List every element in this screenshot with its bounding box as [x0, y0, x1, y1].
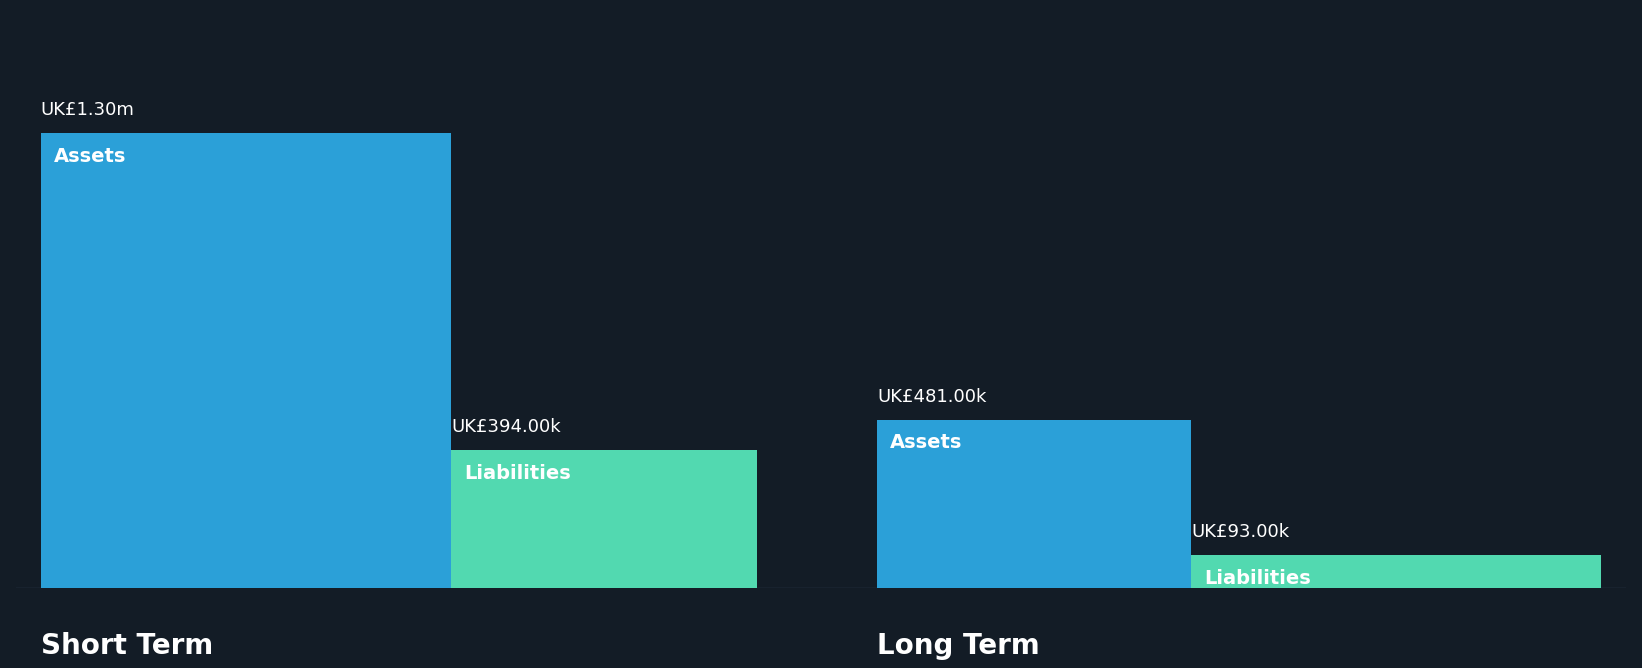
Bar: [1190, 555, 1601, 588]
Text: UK£394.00k: UK£394.00k: [452, 418, 560, 436]
Text: UK£481.00k: UK£481.00k: [877, 387, 987, 405]
Bar: [452, 450, 757, 588]
Text: UK£1.30m: UK£1.30m: [41, 102, 135, 120]
Text: Assets: Assets: [890, 434, 962, 452]
Text: UK£93.00k: UK£93.00k: [1190, 524, 1289, 542]
Text: Liabilities: Liabilities: [1204, 569, 1310, 589]
Text: Long Term: Long Term: [877, 632, 1039, 660]
Text: Liabilities: Liabilities: [463, 464, 570, 483]
Text: Short Term: Short Term: [41, 632, 213, 660]
Text: Assets: Assets: [54, 147, 126, 166]
Bar: [41, 133, 452, 588]
Bar: [877, 420, 1190, 588]
